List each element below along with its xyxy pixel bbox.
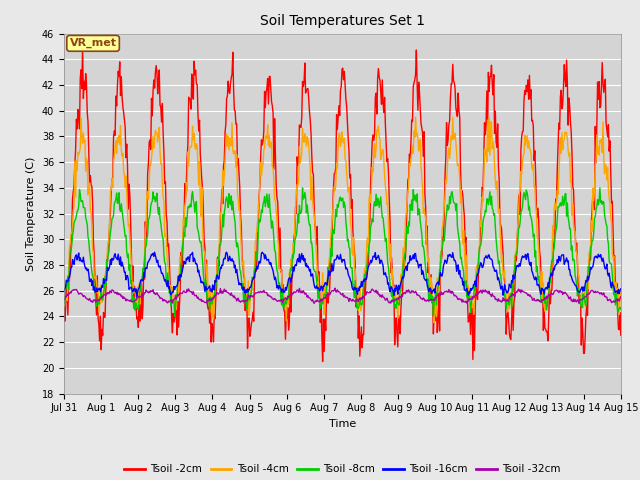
Tsoil -8cm	[214, 267, 222, 273]
Tsoil -32cm	[332, 285, 339, 291]
Tsoil -4cm	[127, 261, 135, 267]
Tsoil -32cm	[575, 300, 583, 307]
Tsoil -16cm	[186, 259, 193, 264]
Tsoil -2cm	[60, 301, 68, 307]
Tsoil -4cm	[214, 261, 221, 266]
Tsoil -8cm	[127, 278, 135, 284]
Text: VR_met: VR_met	[70, 38, 116, 48]
Tsoil -16cm	[428, 290, 436, 296]
Y-axis label: Soil Temperature (C): Soil Temperature (C)	[26, 156, 36, 271]
Tsoil -16cm	[60, 288, 68, 293]
Tsoil -4cm	[60, 303, 68, 309]
Tsoil -8cm	[60, 298, 68, 303]
Tsoil -4cm	[617, 288, 625, 294]
Tsoil -8cm	[185, 204, 193, 209]
Tsoil -2cm	[70, 181, 78, 187]
Line: Tsoil -2cm: Tsoil -2cm	[64, 47, 621, 361]
Tsoil -32cm	[60, 296, 68, 301]
Tsoil -4cm	[410, 128, 418, 134]
Tsoil -16cm	[151, 249, 159, 255]
Tsoil -2cm	[617, 332, 625, 338]
Tsoil -8cm	[617, 306, 625, 312]
Tsoil -16cm	[133, 294, 141, 300]
Line: Tsoil -8cm: Tsoil -8cm	[64, 188, 621, 316]
Tsoil -16cm	[412, 251, 419, 257]
Tsoil -2cm	[79, 44, 86, 49]
Line: Tsoil -16cm: Tsoil -16cm	[64, 252, 621, 297]
Tsoil -32cm	[428, 297, 435, 302]
Tsoil -32cm	[214, 290, 221, 296]
Tsoil -32cm	[617, 294, 625, 300]
Tsoil -32cm	[184, 288, 192, 294]
Tsoil -16cm	[617, 286, 625, 292]
Title: Soil Temperatures Set 1: Soil Temperatures Set 1	[260, 14, 425, 28]
Tsoil -8cm	[70, 220, 78, 226]
Tsoil -16cm	[70, 262, 78, 267]
Tsoil -8cm	[428, 300, 436, 306]
Line: Tsoil -4cm: Tsoil -4cm	[64, 117, 621, 323]
Tsoil -2cm	[214, 254, 222, 260]
Tsoil -2cm	[319, 359, 326, 364]
Tsoil -2cm	[128, 278, 136, 284]
Tsoil -16cm	[215, 276, 223, 282]
Tsoil -32cm	[70, 287, 78, 292]
Tsoil -16cm	[127, 284, 135, 290]
Tsoil -4cm	[70, 203, 78, 209]
Tsoil -8cm	[412, 195, 419, 201]
Tsoil -32cm	[127, 299, 135, 304]
Tsoil -4cm	[485, 114, 493, 120]
Tsoil -2cm	[428, 291, 436, 297]
X-axis label: Time: Time	[329, 419, 356, 429]
Tsoil -32cm	[411, 290, 419, 296]
Tsoil -2cm	[185, 94, 193, 100]
Line: Tsoil -32cm: Tsoil -32cm	[64, 288, 621, 304]
Legend: Tsoil -2cm, Tsoil -4cm, Tsoil -8cm, Tsoil -16cm, Tsoil -32cm: Tsoil -2cm, Tsoil -4cm, Tsoil -8cm, Tsoi…	[120, 460, 564, 479]
Tsoil -4cm	[426, 287, 434, 292]
Tsoil -2cm	[412, 72, 419, 78]
Tsoil -4cm	[184, 149, 192, 155]
Tsoil -8cm	[299, 185, 307, 191]
Tsoil -4cm	[430, 320, 438, 326]
Tsoil -8cm	[171, 313, 179, 319]
